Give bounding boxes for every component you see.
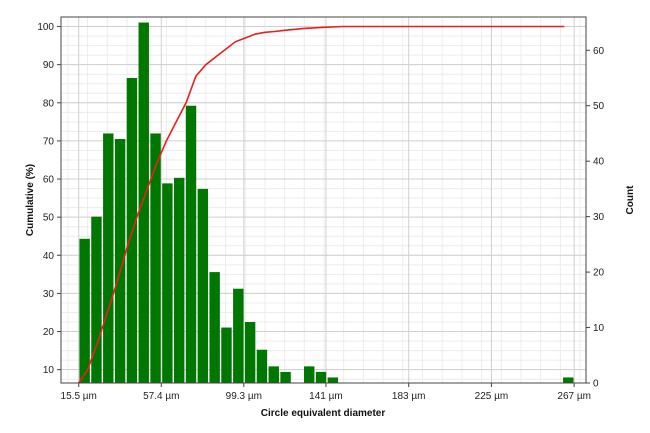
- histogram-bar: [280, 371, 291, 383]
- histogram-bar: [103, 133, 114, 383]
- histogram-bar: [197, 188, 209, 383]
- x-tick-label: 183 µm: [392, 391, 426, 402]
- y-left-tick-label: 100: [37, 22, 54, 33]
- histogram-bar: [162, 183, 173, 383]
- histogram-bar: [185, 105, 197, 384]
- histogram-bar: [315, 371, 327, 383]
- x-tick-label: 141 µm: [309, 391, 343, 402]
- histogram-bar: [268, 366, 279, 383]
- y-left-tick-label: 80: [43, 98, 55, 109]
- y-left-tick-label: 40: [43, 251, 55, 262]
- y-right-tick-label: 40: [593, 157, 605, 168]
- axis-ticks: [57, 26, 590, 387]
- y-right-tick-label: 50: [593, 101, 605, 112]
- histogram-bar: [91, 216, 102, 383]
- x-tick-labels: 15.5 µm 57.4 µm 99.3 µm 141 µm 183 µm 225 µm 2…: [61, 391, 591, 402]
- y-right-tick-label: 10: [593, 323, 605, 334]
- y-left-tick-labels: 10 20 30 40 50 60 70 80 90 100: [37, 22, 54, 376]
- y-left-tick-label: 10: [43, 365, 55, 376]
- x-tick-label: 225 µm: [475, 391, 509, 402]
- y-left-tick-label: 70: [43, 136, 55, 147]
- plot-frame: [60, 16, 587, 384]
- histogram-bar: [256, 349, 268, 383]
- y-left-tick-label: 50: [43, 213, 55, 224]
- x-axis-title: Circle equivalent diameter: [261, 408, 386, 419]
- x-tick-label: 57.4 µm: [143, 391, 179, 402]
- y-right-tick-label: 20: [593, 268, 605, 279]
- y-right-tick-label: 60: [593, 46, 605, 57]
- x-tick-label: 15.5 µm: [61, 391, 97, 402]
- cumulative-line: [78, 25, 565, 384]
- y-left-tick-label: 30: [43, 289, 55, 300]
- histogram-bar: [563, 377, 574, 383]
- histogram-bar: [244, 322, 256, 383]
- histogram-bar: [209, 272, 220, 383]
- histogram-bar: [114, 139, 126, 383]
- y-left-axis-title: Cumulative (%): [25, 164, 36, 236]
- histogram-bar: [150, 133, 161, 383]
- histogram-bar: [173, 177, 185, 383]
- y-right-tick-labels: 0 10 20 30 40 50 60: [593, 46, 605, 390]
- y-left-tick-label: 60: [43, 175, 55, 186]
- y-left-tick-label: 90: [43, 60, 55, 71]
- y-right-tick-label: 30: [593, 212, 605, 223]
- y-left-tick-label: 20: [43, 327, 55, 338]
- y-right-tick-label: 0: [593, 379, 599, 390]
- y-right-axis-title: Count: [625, 185, 636, 215]
- x-tick-label: 267 µm: [557, 391, 591, 402]
- x-tick-label: 99.3 µm: [226, 391, 262, 402]
- histogram-bar: [138, 22, 149, 384]
- histogram-bar: [221, 327, 232, 383]
- histogram-bar: [327, 377, 339, 383]
- histogram-bar: [79, 238, 90, 383]
- histogram-bar: [233, 288, 244, 383]
- histogram-bar: [304, 366, 315, 383]
